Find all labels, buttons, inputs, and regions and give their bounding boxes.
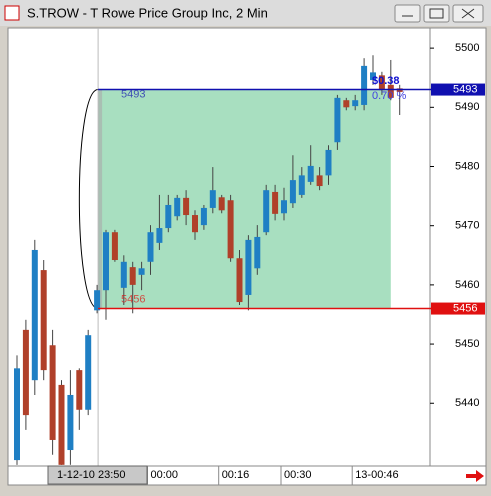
candle-body bbox=[85, 335, 92, 410]
candle-body bbox=[111, 232, 118, 261]
candle-body bbox=[316, 175, 323, 187]
candle-body bbox=[370, 72, 376, 81]
candle-body bbox=[174, 197, 181, 217]
candle-body bbox=[361, 65, 368, 105]
candle-body bbox=[40, 270, 47, 371]
candle-body bbox=[245, 239, 252, 295]
x-tick-label: 13-00:46 bbox=[355, 469, 398, 481]
candle-body bbox=[22, 329, 29, 416]
minimize-button[interactable] bbox=[394, 4, 421, 23]
y-tick-label: 5490 bbox=[455, 101, 479, 113]
x-tick-label: 00:30 bbox=[284, 469, 312, 481]
y-tick-label: 5450 bbox=[455, 338, 479, 350]
candle-body bbox=[236, 258, 243, 303]
candle-body bbox=[352, 100, 359, 107]
candle-body bbox=[325, 149, 332, 176]
level-inline-label: 5456 bbox=[121, 293, 145, 305]
candle-body bbox=[289, 180, 296, 204]
y-tick-label: 5500 bbox=[455, 42, 479, 54]
candle-body bbox=[103, 232, 109, 291]
candle-body bbox=[58, 384, 65, 465]
candle-body bbox=[192, 215, 198, 233]
percent-label: 0.70 % bbox=[372, 90, 406, 102]
candle-body bbox=[334, 97, 341, 143]
change-label: $0.38 bbox=[372, 75, 400, 87]
y-tick-label: 5470 bbox=[455, 220, 479, 232]
candle-body bbox=[378, 75, 385, 91]
y-tick-label: 5480 bbox=[455, 160, 479, 172]
level-inline-label: 5493 bbox=[121, 88, 145, 100]
candle-body bbox=[49, 345, 56, 440]
candle-body bbox=[147, 232, 154, 262]
scroll-arrow[interactable] bbox=[466, 470, 484, 482]
cursor-time-box bbox=[47, 465, 148, 485]
candle-body bbox=[272, 191, 279, 214]
level-price-label: 5456 bbox=[453, 302, 477, 314]
candle-body bbox=[120, 261, 127, 288]
candle-body bbox=[200, 207, 207, 226]
candle-body bbox=[129, 267, 136, 285]
x-tick-label: 00:16 bbox=[222, 469, 250, 481]
range-edge bbox=[98, 89, 103, 309]
candle-body bbox=[263, 190, 270, 233]
window-title: S.TROW - T Rowe Price Group Inc, 2 Min bbox=[27, 5, 268, 20]
candle-body bbox=[31, 249, 38, 381]
candle-body bbox=[281, 200, 287, 214]
range-bracket bbox=[78, 89, 99, 310]
y-tick-label: 5440 bbox=[455, 397, 479, 409]
candle-body bbox=[138, 268, 145, 275]
candle-body bbox=[183, 197, 190, 216]
candle-body bbox=[227, 200, 234, 259]
y-tick-label: 5460 bbox=[455, 279, 479, 291]
cursor-time-label: 1-12-10 23:50 bbox=[57, 469, 126, 481]
candle-body bbox=[14, 368, 20, 461]
level-price-label: 5493 bbox=[453, 83, 477, 95]
button-glyphs bbox=[402, 8, 475, 19]
maximize-button[interactable] bbox=[423, 4, 450, 23]
app-icon bbox=[4, 5, 20, 21]
range-box bbox=[98, 89, 391, 309]
candle-body bbox=[209, 190, 216, 208]
candle-body bbox=[307, 165, 314, 182]
candle-body bbox=[76, 370, 83, 410]
candle-body bbox=[343, 100, 350, 108]
level-box bbox=[431, 302, 485, 315]
level-box bbox=[431, 83, 485, 96]
candle-body bbox=[165, 204, 172, 229]
price-axis bbox=[429, 27, 487, 467]
candle-body bbox=[298, 175, 305, 195]
candle-body bbox=[67, 394, 74, 451]
candle-body bbox=[218, 197, 225, 211]
candle-body bbox=[156, 228, 163, 243]
candle-body bbox=[387, 84, 394, 98]
candle-body bbox=[254, 236, 261, 269]
x-tick-label: 00:00 bbox=[151, 469, 179, 481]
candle-body bbox=[94, 290, 101, 311]
